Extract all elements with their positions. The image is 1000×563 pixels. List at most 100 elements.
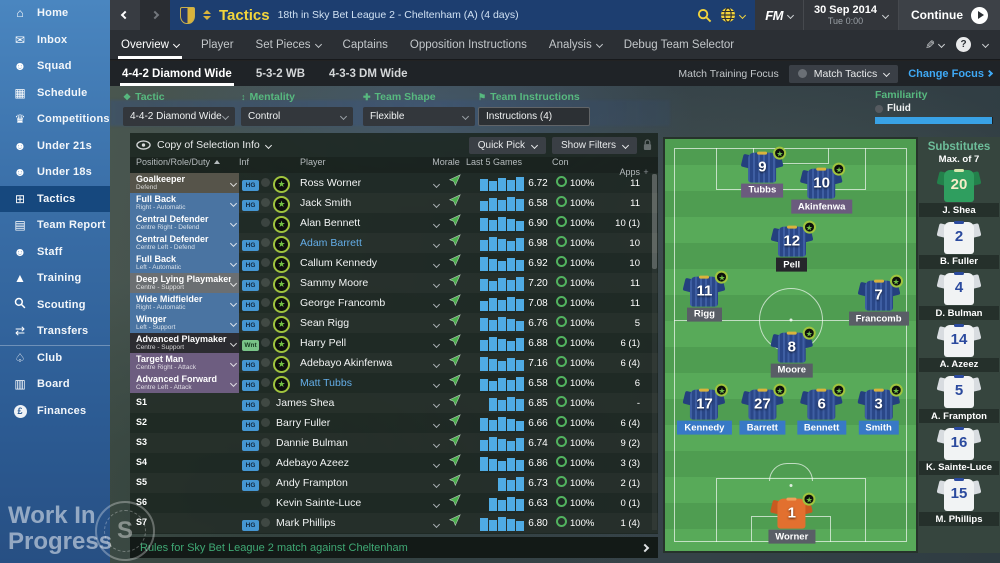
position-role-duty-cell[interactable]: Goalkeeper Defend — [130, 173, 239, 193]
sidebar-item-under-18s[interactable]: ☻ Under 18s — [0, 159, 110, 186]
report-dot-icon[interactable] — [261, 498, 270, 507]
pitch-player[interactable]: 27 ★ Barrett — [739, 383, 787, 435]
table-row[interactable]: Winger Left - Support HG ★ Sean Rigg 6.76… — [130, 313, 658, 333]
position-role-duty-cell[interactable]: S2 — [136, 418, 148, 428]
quick-pick-button[interactable]: Quick Pick — [468, 136, 546, 154]
position-role-duty-cell[interactable]: Wide Midfielder Right - Automatic — [130, 293, 239, 313]
table-row[interactable]: Wide Midfielder Right - Automatic HG ★ Ge… — [130, 293, 658, 313]
position-role-duty-cell[interactable]: S4 — [136, 458, 148, 468]
pitch-player[interactable]: 17 ★ Kennedy — [677, 383, 732, 435]
report-dot-icon[interactable] — [261, 398, 270, 407]
table-row[interactable]: Goalkeeper Defend HG ★ Ross Worner 6.72 1… — [130, 173, 658, 193]
tactic-tab[interactable]: 5-3-2 WB — [255, 67, 306, 80]
chevron-down-icon[interactable] — [432, 420, 440, 429]
sidebar-item-tactics[interactable]: ⊞ Tactics — [0, 185, 110, 212]
pitch-player[interactable]: 7 ★ Francomb — [848, 275, 909, 327]
player-name[interactable]: Callum Kennedy — [300, 257, 378, 269]
player-name[interactable]: Sean Rigg — [300, 317, 350, 329]
chevron-down-icon[interactable] — [981, 40, 990, 49]
report-dot-icon[interactable] — [261, 518, 270, 527]
control-dropdown[interactable]: Control — [241, 107, 353, 126]
tab-captains[interactable]: Captains — [342, 38, 388, 51]
chevron-down-icon[interactable] — [432, 280, 440, 289]
control-dropdown[interactable]: 4-4-2 Diamond Wide — [123, 107, 235, 126]
table-row[interactable]: S6 ★ Kevin Sainte-Luce 6.63 100% 0 (1) — [130, 493, 658, 513]
chevron-down-icon[interactable] — [432, 320, 440, 329]
pitch-player[interactable]: 11 ★ Rigg — [682, 270, 729, 322]
report-dot-icon[interactable] — [261, 338, 270, 347]
help-button[interactable]: ? — [956, 37, 971, 52]
tab-overview[interactable]: Overview — [110, 30, 190, 59]
sidebar-item-training[interactable]: ▲ Training — [0, 265, 110, 292]
tab-opposition-instructions[interactable]: Opposition Instructions — [409, 38, 527, 51]
report-dot-icon[interactable] — [261, 238, 270, 247]
player-name[interactable]: Mark Phillips — [276, 517, 336, 529]
chevron-down-icon[interactable] — [432, 220, 440, 229]
pitch-player[interactable]: 8 ★ Moore — [770, 326, 816, 378]
player-name[interactable]: Matt Tubbs — [300, 377, 352, 389]
header-position[interactable]: Position/Role/Duty — [130, 157, 239, 167]
forward-button[interactable] — [140, 0, 170, 30]
table-row[interactable]: Full Back Right - Automatic HG ★ Jack Smi… — [130, 193, 658, 213]
position-role-duty-cell[interactable]: Target Man Centre Right - Attack — [130, 353, 239, 373]
lock-icon[interactable] — [643, 139, 652, 151]
sidebar-item-squad[interactable]: ☻ Squad — [0, 53, 110, 80]
player-name[interactable]: Kevin Sainte-Luce — [276, 497, 362, 509]
position-role-duty-cell[interactable]: Full Back Right - Automatic — [130, 193, 239, 213]
table-row[interactable]: S7 HG ★ Mark Phillips 6.80 100% 1 (4) — [130, 513, 658, 533]
player-name[interactable]: Adam Barrett — [300, 237, 362, 249]
chevron-down-icon[interactable] — [432, 480, 440, 489]
chevron-down-icon[interactable] — [432, 440, 440, 449]
table-row[interactable]: Central Defender Centre Right - Defend ★ … — [130, 213, 658, 233]
report-dot-icon[interactable] — [261, 178, 270, 187]
substitute-player[interactable]: 4 D. Bulman — [919, 272, 999, 320]
chevron-down-icon[interactable] — [432, 300, 440, 309]
pitch-player[interactable]: 10 ★ Akinfenwa — [790, 162, 853, 214]
selection-view-dropdown[interactable]: Copy of Selection Info — [136, 139, 272, 151]
player-name[interactable]: James Shea — [276, 397, 335, 409]
player-name[interactable]: Adebayo Akinfenwa — [300, 357, 393, 369]
report-dot-icon[interactable] — [261, 218, 270, 227]
substitute-player[interactable]: 20 J. Shea — [919, 169, 999, 217]
header-player[interactable]: Player — [300, 157, 326, 167]
chevron-down-icon[interactable] — [432, 340, 440, 349]
chevron-down-icon[interactable] — [432, 460, 440, 469]
show-filters-button[interactable]: Show Filters — [551, 136, 637, 154]
substitute-player[interactable]: 5 A. Frampton — [919, 375, 999, 423]
substitute-player[interactable]: 15 M. Phillips — [919, 478, 999, 526]
chevron-down-icon[interactable] — [432, 380, 440, 389]
sidebar-item-under-21s[interactable]: ☻ Under 21s — [0, 133, 110, 160]
chevron-down-icon[interactable] — [432, 260, 440, 269]
table-row[interactable]: Deep Lying Playmaker Centre - Support HG … — [130, 273, 658, 293]
continue-button[interactable]: Continue — [899, 0, 1000, 30]
report-dot-icon[interactable] — [261, 478, 270, 487]
pitch-player[interactable]: 12 ★ Pell — [770, 220, 816, 272]
table-row[interactable]: Advanced Playmaker Centre - Support Wnt ★… — [130, 333, 658, 353]
pitch-player[interactable]: 9 ★ Tubbs — [740, 146, 787, 198]
position-role-duty-cell[interactable]: Deep Lying Playmaker Centre - Support — [130, 273, 239, 293]
chevron-down-icon[interactable] — [432, 400, 440, 409]
pitch-player[interactable]: 3 ★ Smith — [857, 383, 903, 435]
language-globe-icon[interactable] — [720, 7, 747, 23]
control-dropdown[interactable]: Instructions (4) — [478, 107, 590, 126]
table-row[interactable]: S4 HG ★ Adebayo Azeez 6.86 100% 3 (3) — [130, 453, 658, 473]
table-row[interactable]: S5 HG ★ Andy Frampton 6.73 100% 2 (1) — [130, 473, 658, 493]
control-dropdown[interactable]: Flexible — [363, 107, 475, 126]
sidebar-item-finances[interactable]: £ Finances — [0, 398, 110, 425]
player-name[interactable]: George Francomb — [300, 297, 386, 309]
report-dot-icon[interactable] — [261, 278, 270, 287]
report-dot-icon[interactable] — [261, 318, 270, 327]
position-role-duty-cell[interactable]: S1 — [136, 398, 148, 408]
sidebar-item-staff[interactable]: ☻ Staff — [0, 239, 110, 266]
match-tactics-dropdown[interactable]: Match Tactics — [788, 64, 899, 83]
report-dot-icon[interactable] — [261, 298, 270, 307]
player-name[interactable]: Jack Smith — [300, 197, 352, 209]
position-role-duty-cell[interactable]: S5 — [136, 478, 148, 488]
report-dot-icon[interactable] — [261, 358, 270, 367]
report-dot-icon[interactable] — [261, 258, 270, 267]
substitute-player[interactable]: 2 B. Fuller — [919, 220, 999, 269]
chevron-down-icon[interactable] — [432, 200, 440, 209]
chevron-down-icon[interactable] — [432, 360, 440, 369]
header-apps[interactable]: Apps — [619, 167, 640, 177]
sidebar-item-team-report[interactable]: ▤ Team Report — [0, 212, 110, 239]
